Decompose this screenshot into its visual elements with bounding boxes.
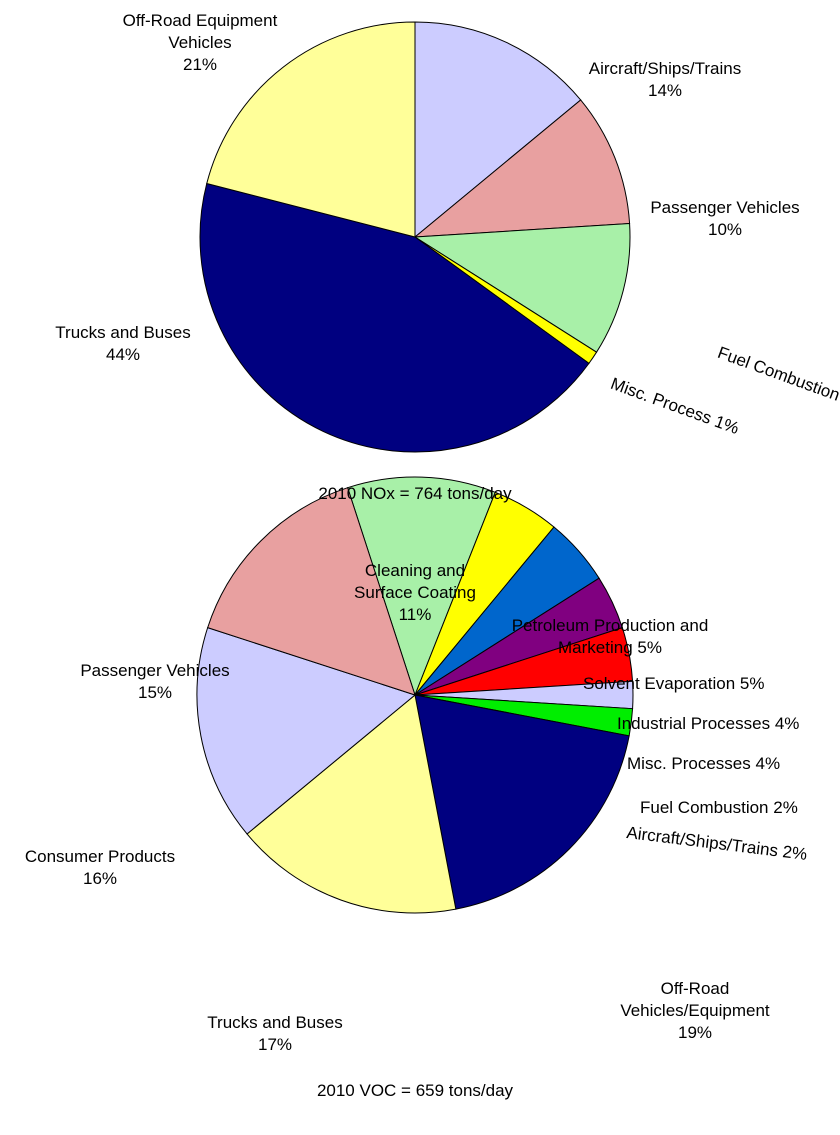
slice-label: Solvent Evaporation 5% — [583, 673, 764, 695]
slice-label: Cleaning and Surface Coating 11% — [345, 560, 485, 626]
category-name: Passenger Vehicles — [650, 198, 800, 217]
value-label: 17% — [257, 1035, 293, 1054]
pie-slice — [414, 694, 630, 910]
value-label: 4% — [774, 714, 800, 733]
pie-slice — [199, 182, 590, 453]
slice-label: Aircraft/Ships/Trains 14% — [555, 58, 775, 102]
category-name: Fuel Combustion — [640, 798, 769, 817]
value-label: 5% — [739, 674, 765, 693]
pie-slice — [207, 487, 416, 696]
slice-label: Passenger Vehicles 15% — [45, 660, 265, 704]
category-name: Off-Road Vehicles/Equipment — [620, 979, 770, 1020]
category-name: Solvent Evaporation — [583, 674, 736, 693]
category-name: Cleaning and Surface Coating — [354, 561, 476, 602]
value-label: 4% — [755, 754, 781, 773]
slice-label: Passenger Vehicles 10% — [615, 197, 835, 241]
category-name: Petroleum Production and Marketing — [511, 616, 709, 657]
category-name: Passenger Vehicles — [80, 661, 230, 680]
slice-label: Trucks and Buses 44% — [23, 322, 223, 366]
category-name: Industrial Processes — [617, 714, 771, 733]
slice-label: Misc. Processes 4% — [627, 753, 780, 775]
category-name: Trucks and Buses — [207, 1013, 343, 1032]
pie-slice — [414, 21, 582, 239]
chart-title: 2010 NOx = 764 tons/day — [318, 484, 512, 503]
category-name: Off-Road Equipment Vehicles — [122, 11, 278, 52]
category-name: Aircraft/Ships/Trains — [588, 59, 742, 78]
pie-slice — [347, 476, 496, 697]
value-label: 14% — [647, 81, 683, 100]
value-label: 21% — [182, 55, 218, 74]
slice-label: Trucks and Buses 17% — [175, 1012, 375, 1056]
value-label: 44% — [105, 345, 141, 364]
pie-slice — [206, 21, 416, 238]
value-label: 16% — [82, 869, 118, 888]
category-name: Trucks and Buses — [55, 323, 191, 342]
value-label: 10% — [707, 220, 743, 239]
value-label: 11% — [398, 605, 432, 624]
slice-label: Fuel Combustion 2% — [640, 797, 798, 819]
slice-label: Industrial Processes 4% — [617, 713, 799, 735]
value-label: 15% — [137, 683, 173, 702]
pie-slice — [246, 694, 457, 914]
value-label: 2% — [773, 798, 798, 817]
value-label: 2% — [781, 842, 809, 864]
value-label: 5% — [637, 638, 662, 657]
category-name: Consumer Products — [24, 847, 176, 866]
value-label: 19% — [677, 1023, 713, 1042]
pie-slice — [413, 222, 631, 353]
slice-label: Off-Road Equipment Vehicles 21% — [113, 10, 288, 76]
pie-slice — [196, 627, 417, 835]
pie-slice — [413, 99, 631, 238]
slice-label: Consumer Products 16% — [0, 846, 200, 890]
slice-label: Petroleum Production and Marketing 5% — [510, 615, 710, 659]
category-name: Misc. Processes — [627, 754, 751, 773]
slice-label: Off-Road Vehicles/Equipment 19% — [615, 978, 775, 1044]
chart-title: 2010 VOC = 659 tons/day — [316, 1081, 514, 1100]
